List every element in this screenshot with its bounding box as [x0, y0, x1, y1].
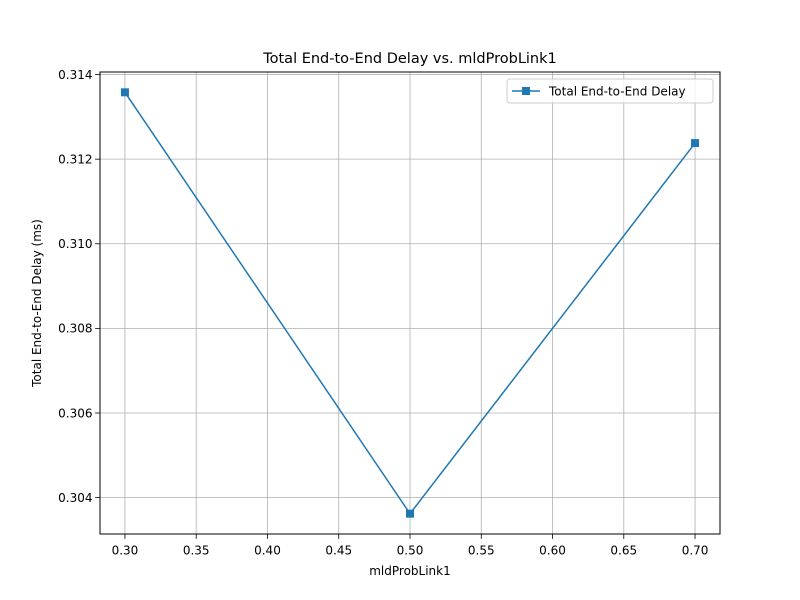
y-tick-label: 0.304	[58, 491, 92, 505]
x-tick-label: 0.45	[325, 544, 352, 558]
x-tick-label: 0.35	[183, 544, 210, 558]
series-layer	[120, 88, 700, 518]
x-tick-label: 0.60	[539, 544, 566, 558]
x-tick-label: 0.30	[112, 544, 139, 558]
y-tick-label: 0.312	[58, 152, 92, 166]
axis-ticks: 0.30 0.35 0.40 0.45 0.50 0.55 0.60 0.65 0.70 0.30…	[58, 68, 708, 558]
legend: Total End-to-End Delay	[506, 78, 714, 104]
legend-label: Total End-to-End Delay	[548, 85, 686, 99]
x-tick-label: 0.50	[397, 544, 424, 558]
y-tick-label: 0.314	[58, 68, 92, 82]
legend-marker-swatch	[522, 87, 530, 95]
data-point-marker	[120, 88, 129, 97]
x-tick-label: 0.70	[682, 544, 709, 558]
x-tick-label: 0.65	[610, 544, 637, 558]
data-point-marker	[406, 509, 414, 518]
x-tick-label: 0.40	[254, 544, 281, 558]
y-tick-label: 0.308	[58, 322, 92, 336]
legend-box	[506, 78, 714, 104]
y-tick-label: 0.306	[58, 406, 92, 420]
x-tick-label: 0.55	[468, 544, 495, 558]
data-point-marker	[691, 139, 700, 148]
chart-title: Total End-to-End Delay vs. mldProbLink1	[262, 51, 557, 67]
y-tick-label: 0.310	[58, 237, 92, 251]
grid-lines	[100, 72, 720, 534]
y-axis-title: Total End-to-End Delay (ms)	[30, 219, 44, 388]
x-axis-title: mldProbLink1	[369, 564, 451, 578]
